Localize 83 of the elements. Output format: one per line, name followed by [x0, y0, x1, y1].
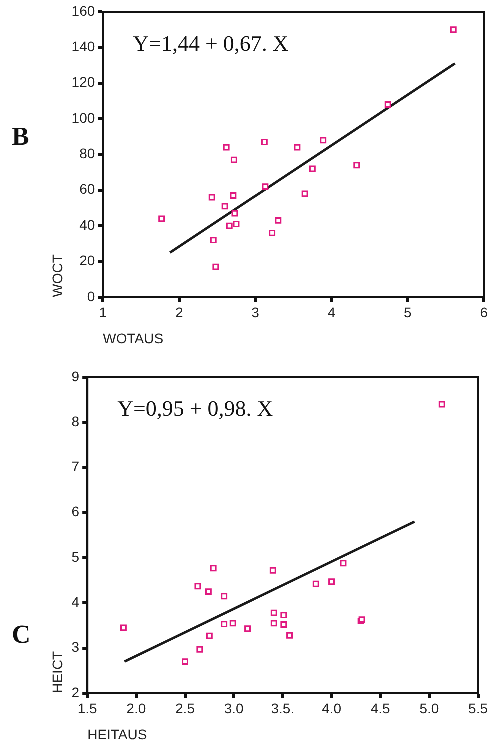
point — [182, 658, 188, 666]
point — [261, 138, 268, 146]
point — [194, 583, 202, 590]
point — [221, 593, 228, 600]
y-tick-label: 160 — [72, 2, 96, 19]
point — [438, 401, 446, 408]
y-tick-label: 9 — [72, 368, 80, 384]
point — [270, 610, 278, 616]
x-tick-label: 2.0 — [126, 700, 146, 717]
point — [244, 626, 251, 632]
y-tick-label: 0 — [87, 288, 96, 304]
annotation: Y=1,44 + 0,67. X — [133, 30, 289, 56]
y-axis-title: WOCT — [49, 254, 66, 298]
point — [309, 166, 316, 172]
x-tick-label: 4 — [328, 304, 336, 321]
y-tick-label: 3 — [72, 639, 80, 656]
point — [212, 264, 220, 270]
point — [340, 560, 347, 567]
point — [222, 203, 228, 210]
point — [223, 144, 230, 151]
y-tick-label: 4 — [72, 594, 80, 610]
point — [275, 217, 282, 224]
y-tick-label: 2 — [72, 684, 80, 700]
point — [302, 190, 308, 198]
point — [221, 621, 228, 628]
point — [210, 565, 217, 572]
y-tick-label: 40 — [80, 216, 96, 233]
x-tick-label: 5.5 — [468, 700, 488, 717]
point — [270, 620, 278, 627]
x-tick-label: 3 — [252, 304, 260, 321]
x-tick-label: 1 — [99, 304, 108, 321]
y-tick-label: 8 — [72, 413, 80, 430]
y-tick-label: 60 — [80, 181, 96, 198]
point — [230, 192, 237, 199]
point — [294, 144, 301, 151]
x-tick-label: 3.0 — [224, 700, 244, 717]
x-tick-label: 5 — [404, 304, 412, 321]
x-tick-label: 3.5. — [271, 700, 295, 717]
text: B — [12, 122, 30, 152]
y-tick-label: 7 — [72, 458, 80, 475]
y-axis-title: HEICT — [49, 650, 66, 694]
text: C — [12, 620, 31, 650]
point — [120, 624, 127, 632]
point — [206, 632, 213, 640]
point — [205, 588, 212, 596]
x-tick-label: 4.5 — [370, 700, 391, 717]
point — [230, 620, 236, 627]
x-tick-label: 4.0 — [322, 700, 342, 717]
y-tick-label: 6 — [72, 504, 80, 520]
y-tick-label: 120 — [72, 74, 96, 90]
point — [286, 632, 293, 639]
x-axis-title: WOTAUS — [103, 330, 164, 346]
point — [320, 137, 327, 144]
point — [354, 162, 360, 169]
point — [328, 578, 335, 586]
x-tick-label: 6 — [480, 304, 488, 321]
point — [210, 237, 217, 244]
point — [158, 216, 166, 222]
point — [262, 184, 269, 190]
point — [270, 567, 276, 574]
y-tick-label: 5 — [72, 548, 80, 565]
point — [280, 622, 288, 628]
x-tick-label: 2.5 — [176, 700, 196, 717]
x-tick-label: 5.0 — [420, 700, 440, 717]
point — [233, 221, 240, 228]
point — [450, 26, 457, 34]
point — [208, 194, 216, 201]
point — [230, 156, 238, 164]
y-tick-label: 100 — [72, 110, 96, 126]
point — [312, 580, 320, 588]
x-axis-title: HEITAUS — [88, 726, 148, 742]
point — [269, 230, 276, 236]
annotation: Y=0,95 + 0,98. X — [118, 396, 274, 422]
point — [196, 646, 204, 653]
x-tick-label: 2 — [175, 304, 184, 321]
point — [384, 102, 392, 108]
y-tick-label: 80 — [80, 146, 96, 162]
point — [280, 612, 288, 619]
y-tick-label: 140 — [72, 38, 96, 55]
point — [226, 222, 233, 230]
x-tick-label: 1.5 — [78, 700, 98, 717]
y-tick-label: 20 — [80, 252, 96, 269]
point — [232, 210, 238, 217]
